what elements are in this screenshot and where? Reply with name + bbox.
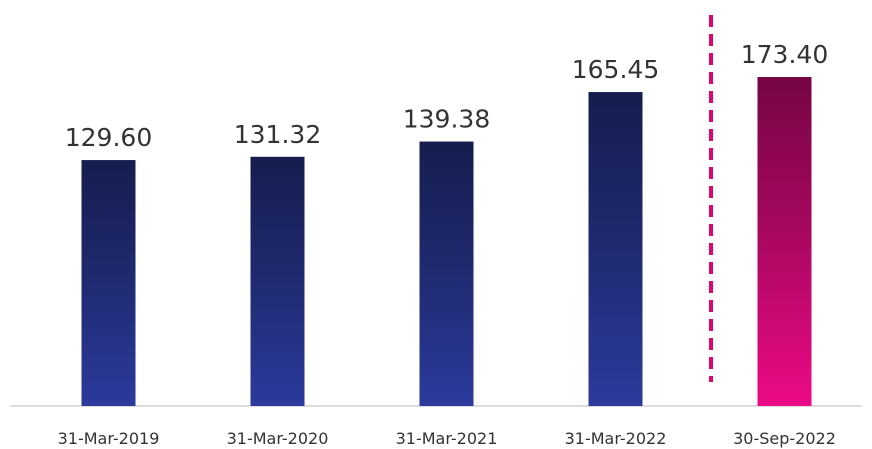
bar-shade [419,141,474,407]
x-tick-label: 31-Mar-2019 [58,429,160,448]
x-tick-label: 31-Mar-2021 [396,429,498,448]
value-label: 165.45 [572,55,659,84]
value-label: 173.40 [741,40,828,69]
value-label: 131.32 [234,120,321,149]
value-label: 129.60 [65,123,152,152]
bar-shade [588,92,643,406]
bar-shade [81,160,136,406]
bar-shade [250,156,305,406]
x-tick-label: 31-Mar-2020 [227,429,329,448]
value-label: 139.38 [403,105,490,134]
bar-shade [757,77,812,406]
x-tick-label: 30-Sep-2022 [733,429,836,448]
x-tick-label: 31-Mar-2022 [565,429,667,448]
